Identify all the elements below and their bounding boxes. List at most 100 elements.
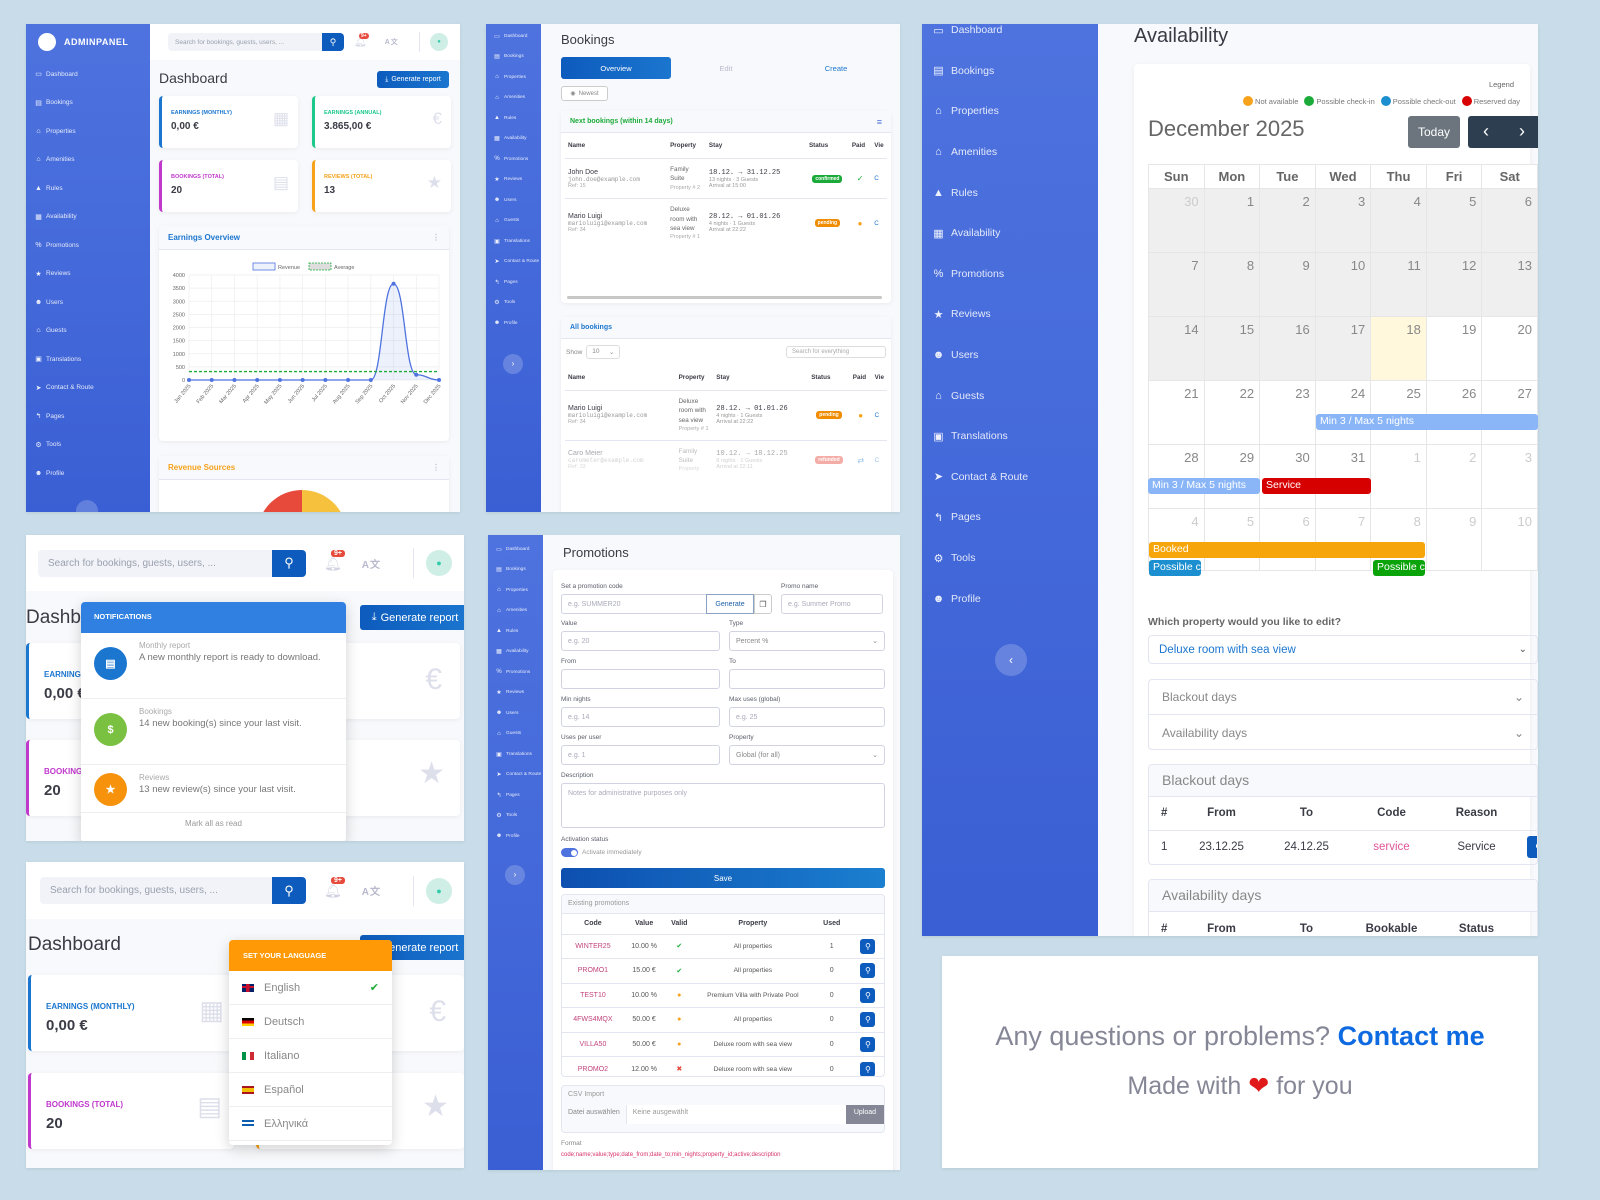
column-header[interactable]: Vie (874, 142, 884, 149)
search-input[interactable]: Search for bookings, guests, users, ... (48, 557, 216, 569)
tab-create[interactable]: Create (824, 63, 848, 73)
search-button[interactable]: ⚲ (272, 549, 306, 577)
language-icon[interactable]: A文 (361, 559, 382, 571)
table-search-input[interactable]: Search for everything (786, 346, 886, 358)
calendar-day[interactable]: 21 (1148, 380, 1205, 445)
language-option-gr[interactable]: Ελληνικά (229, 1107, 392, 1141)
calendar-day[interactable]: 26 (1425, 380, 1483, 445)
accordion-availability-days[interactable]: Availability days ⌄ (1162, 725, 1524, 740)
promo-code-input[interactable]: e.g. SUMMER20 (561, 594, 708, 614)
search-input[interactable]: Search for bookings, guests, users, ... (175, 38, 285, 46)
type-select[interactable]: Percent % ⌄ (729, 631, 885, 651)
sidebar-item-dashboard[interactable]: ▭ Dashboard (35, 70, 78, 79)
sidebar-item-bookings[interactable]: ▤ Bookings (35, 99, 73, 107)
sidebar-item-rules[interactable]: ▲ Rules (35, 184, 63, 192)
calendar-day[interactable]: 19 (1425, 316, 1483, 381)
search-button[interactable]: ⚲ (322, 33, 344, 51)
event-possible-checkin[interactable]: Possible c (1373, 560, 1425, 576)
sidebar-item-users[interactable]: ☻ Users (34, 298, 63, 306)
view-promotion-button[interactable]: ⚲ (860, 1061, 876, 1076)
sidebar-item-profile[interactable]: ☻ Profile (495, 833, 520, 840)
sidebar-item-pages[interactable]: ↰ Pages (496, 792, 520, 799)
view-icon[interactable]: C (874, 219, 879, 227)
table-row[interactable]: 1 23.12.25 24.12.25 service Service ⚲ (1149, 829, 1537, 864)
sidebar-item-availability[interactable]: ▦ Availability (35, 213, 77, 221)
sidebar-item-profile[interactable]: ☻ Profile (932, 592, 981, 605)
calendar-day[interactable]: 27 (1481, 380, 1538, 445)
calendar-day[interactable]: 6 (1481, 188, 1538, 253)
sidebar-toggle-button[interactable] (76, 500, 98, 512)
calendar-day[interactable]: 30 (1259, 444, 1316, 509)
sidebar-item-dashboard[interactable]: ▭ Dashboard (933, 24, 1003, 37)
more-icon[interactable]: ⋮ (432, 233, 440, 242)
calendar-day[interactable]: 18 (1370, 316, 1427, 381)
sidebar-item-reviews[interactable]: ★ Reviews (496, 690, 525, 697)
sidebar-item-guests[interactable]: ⌂ Guests (486, 211, 541, 232)
event-possible-checkout[interactable]: Possible c (1149, 560, 1201, 576)
sidebar-item-users[interactable]: ☻ Users (495, 710, 519, 717)
sidebar-item-contact-route[interactable]: ➤ Contact & Route (496, 772, 542, 779)
sidebar-item-promotions[interactable]: % Promotions (496, 669, 531, 676)
tab-overview[interactable]: Overview (561, 57, 671, 79)
search-input[interactable]: Search for bookings, guests, users, ... (50, 885, 218, 896)
calendar-day[interactable]: 22 (1203, 380, 1261, 445)
calendar-day[interactable]: 29 (1203, 444, 1261, 509)
property-select[interactable]: Global (for all) ⌄ (729, 745, 885, 765)
activate-toggle[interactable] (561, 848, 578, 857)
sidebar-item-availability[interactable]: ▦ Availability (933, 227, 1001, 240)
sidebar-item-reviews[interactable]: ★ Reviews (933, 308, 991, 321)
menu-icon[interactable]: ≡ (876, 116, 882, 127)
calendar-day[interactable]: 20 (1481, 316, 1538, 381)
calendar-day[interactable]: 30 (1148, 188, 1205, 253)
sidebar-item-bookings[interactable]: ▤ Bookings (496, 567, 526, 574)
sidebar-item-reviews[interactable]: ★ Reviews (35, 270, 71, 278)
column-header[interactable]: Property (670, 142, 697, 149)
avatar[interactable]: ● (430, 33, 448, 51)
sidebar-item-profile[interactable]: ☻ Profile (34, 469, 65, 477)
sidebar-item-tools[interactable]: ⚙ Tools (496, 813, 518, 820)
table-row[interactable]: VILLA50 50.00 € ● Deluxe room with sea v… (562, 1031, 884, 1057)
calendar-day[interactable]: 10 (1314, 252, 1372, 317)
sidebar-item-availability[interactable]: ▦ Availability (494, 136, 527, 143)
sidebar-item-rules[interactable]: ▲ Rules (496, 628, 519, 635)
notification-item[interactable]: ★ Reviews 13 new review(s) since your la… (81, 765, 346, 813)
sidebar-item-guests[interactable]: ⌂ Guests (922, 375, 1098, 416)
sidebar-item-pages[interactable]: ↰ Pages (494, 279, 518, 286)
sidebar-item-contact-route[interactable]: ➤ Contact & Route (494, 259, 540, 266)
calendar-day[interactable]: 3 (1314, 188, 1372, 253)
calendar-day[interactable]: 1 (1203, 188, 1261, 253)
notification-item[interactable]: $ Bookings 14 new booking(s) since your … (81, 699, 346, 765)
calendar-day[interactable]: 15 (1203, 316, 1261, 381)
column-header[interactable]: Status (811, 374, 831, 381)
today-button[interactable]: Today (1408, 116, 1460, 148)
calendar-day[interactable]: 6 (1259, 508, 1316, 571)
generate-report-button[interactable]: ⤓Generate report (360, 605, 464, 630)
copy-code-button[interactable]: ❐ (754, 594, 772, 614)
column-header[interactable]: Paid (851, 142, 866, 149)
column-header[interactable]: Stay (708, 142, 723, 149)
contact-me-link[interactable]: Contact me (1337, 1021, 1485, 1051)
sidebar-item-pages[interactable]: ↰ Pages (933, 511, 981, 524)
calendar-day[interactable]: 7 (1148, 252, 1205, 317)
sidebar-item-amenities[interactable]: ⌂ Amenities (488, 601, 543, 622)
calendar-day[interactable]: 2 (1259, 188, 1316, 253)
calendar-day[interactable]: 11 (1370, 252, 1427, 317)
event-min-max-nights[interactable]: Min 3 / Max 5 nights (1316, 414, 1538, 430)
calendar-day[interactable]: 7 (1314, 508, 1372, 571)
calendar-day[interactable]: 9 (1425, 508, 1483, 571)
sidebar-toggle-button[interactable]: ‹ (995, 644, 1027, 676)
generate-code-button[interactable]: Generate (706, 594, 754, 614)
sidebar-item-bookings[interactable]: ▤ Bookings (933, 64, 995, 78)
sidebar-toggle-button[interactable]: › (505, 865, 525, 885)
calendar-day[interactable]: 9 (1259, 252, 1316, 317)
calendar-day[interactable]: 16 (1259, 316, 1316, 381)
newest-button[interactable]: ◉ Newest (561, 86, 608, 101)
column-header[interactable]: Stay (716, 374, 730, 381)
value-input[interactable]: e.g. 20 (561, 631, 720, 651)
sidebar-item-reviews[interactable]: ★ Reviews (494, 177, 523, 184)
view-blackout-button[interactable]: ⚲ (1527, 836, 1537, 859)
sidebar-item-amenities[interactable]: ⌂ Amenities (922, 132, 1098, 173)
sidebar-item-dashboard[interactable]: ▭ Dashboard (496, 546, 530, 553)
description-textarea[interactable]: Notes for administrative purposes only (561, 783, 885, 828)
choose-file-button[interactable]: Datei auswählen (562, 1105, 627, 1124)
